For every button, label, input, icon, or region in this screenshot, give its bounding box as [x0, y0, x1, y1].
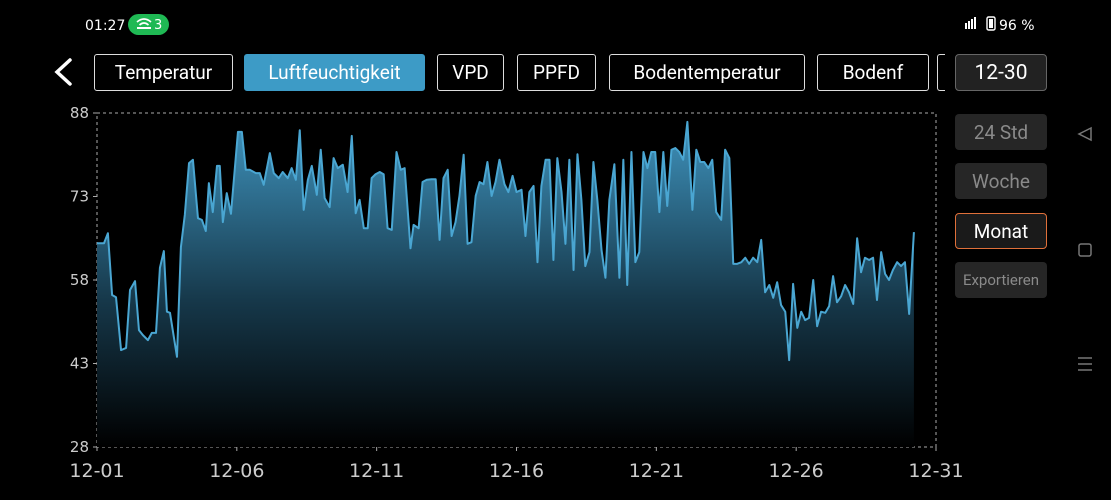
- tab[interactable]: Bodenf: [817, 54, 929, 91]
- notification-count: 3: [154, 18, 162, 33]
- nav-back[interactable]: [1077, 126, 1092, 142]
- tab[interactable]: PPFD: [517, 54, 596, 91]
- tab-clipped[interactable]: [937, 54, 945, 91]
- range-button-active[interactable]: Monat: [955, 213, 1047, 249]
- x-tick-label: 12-26: [769, 460, 824, 482]
- export-button[interactable]: Exportieren: [955, 262, 1047, 298]
- battery-level: [989, 19, 993, 28]
- y-tick-label: 88: [70, 104, 89, 122]
- battery-icon: [986, 16, 996, 31]
- nav-menu[interactable]: [1078, 357, 1092, 371]
- nav-home[interactable]: [1078, 243, 1092, 257]
- date-button[interactable]: 12-30: [955, 54, 1047, 91]
- tab[interactable]: VPD: [437, 54, 504, 91]
- y-tick-label: 58: [70, 271, 89, 289]
- hotspot-icon-base: [137, 27, 151, 29]
- y-tick-label: 28: [70, 438, 89, 456]
- x-tick-label: 12-01: [69, 460, 124, 482]
- clock: 01:27: [85, 18, 125, 34]
- tab[interactable]: Temperatur: [94, 54, 233, 91]
- area-fill: [97, 121, 914, 447]
- tab-active[interactable]: Luftfeuchtigkeit: [244, 54, 425, 91]
- hotspot-icon: [136, 18, 152, 26]
- x-tick-label: 12-21: [629, 460, 684, 482]
- y-tick-label: 43: [70, 355, 89, 373]
- x-tick-label: 12-31: [908, 460, 963, 482]
- y-tick-label: 73: [70, 188, 89, 206]
- area-line: [97, 120, 915, 362]
- x-tick-label: 12-16: [489, 460, 544, 482]
- x-tick-label: 12-06: [209, 460, 264, 482]
- signal-icon: [965, 17, 976, 29]
- battery-text: 96 %: [999, 18, 1035, 34]
- x-tick-label: 12-11: [349, 460, 404, 482]
- range-button[interactable]: Woche: [955, 163, 1047, 199]
- tab[interactable]: Bodentemperatur: [609, 54, 805, 91]
- range-button[interactable]: 24 Std: [955, 114, 1047, 150]
- back-arrow[interactable]: [54, 58, 72, 86]
